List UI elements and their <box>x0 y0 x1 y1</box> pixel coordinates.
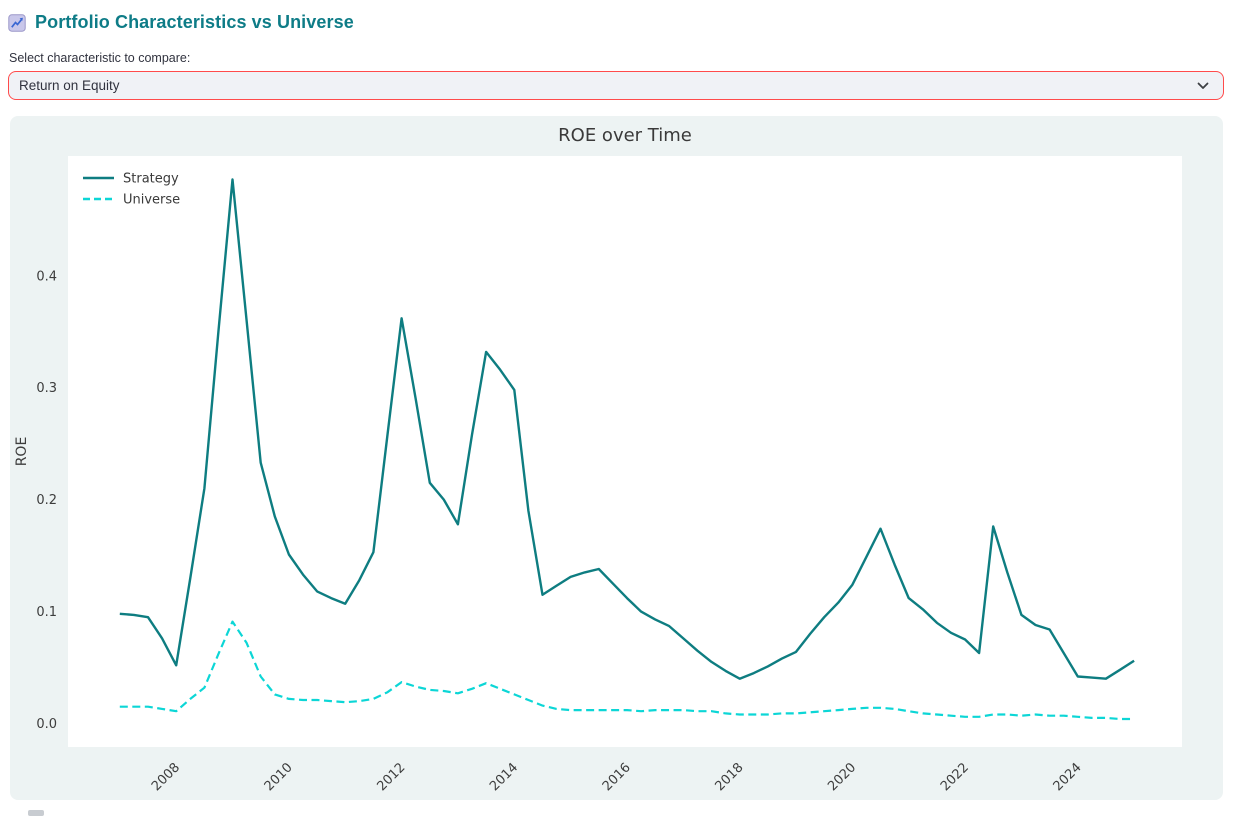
y-tick-label: 0.0 <box>36 717 57 732</box>
x-tick-label: 2022 <box>938 760 972 794</box>
x-tick-label: 2016 <box>600 760 634 794</box>
x-tick-label: 2014 <box>487 760 521 794</box>
x-tick-label: 2008 <box>149 760 183 794</box>
chart-title: ROE over Time <box>558 125 692 146</box>
x-tick-label: 2024 <box>1051 760 1085 794</box>
chart-increasing-icon <box>8 13 26 32</box>
strategy-line <box>119 178 1135 680</box>
chevron-down-icon <box>1197 82 1209 89</box>
y-tick-label: 0.1 <box>36 605 57 620</box>
legend-strategy-label: Strategy <box>123 172 179 187</box>
x-tick-label: 2012 <box>374 760 408 794</box>
x-tick-label: 2020 <box>825 760 859 794</box>
chart-panel: 0.0 0.1 0.2 0.3 0.4 2008 2010 2012 2014 2016 2018 2… <box>10 116 1223 800</box>
select-label: Select characteristic to compare: <box>9 51 191 65</box>
roe-chart: 0.0 0.1 0.2 0.3 0.4 2008 2010 2012 2014 2016 2018 2… <box>14 125 1182 794</box>
truncated-element <box>28 810 44 816</box>
y-tick-label: 0.4 <box>36 269 57 284</box>
selectbox-value: Return on Equity <box>19 78 120 93</box>
x-tick-label: 2010 <box>262 760 296 794</box>
characteristic-selectbox[interactable]: Return on Equity <box>8 71 1224 100</box>
legend-universe-label: Universe <box>123 193 180 208</box>
y-tick-label: 0.3 <box>36 381 57 396</box>
app-header: Portfolio Characteristics vs Universe <box>8 12 354 33</box>
x-tick-label: 2018 <box>713 760 747 794</box>
y-tick-label: 0.2 <box>36 493 57 508</box>
plot-area <box>68 156 1182 747</box>
y-axis-label: ROE <box>14 437 30 467</box>
universe-line <box>119 620 1135 721</box>
page-title: Portfolio Characteristics vs Universe <box>35 12 354 32</box>
